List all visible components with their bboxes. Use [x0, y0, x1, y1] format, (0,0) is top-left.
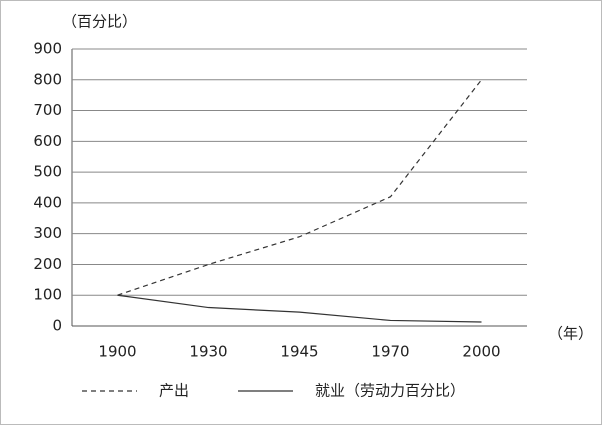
- y-tick-label: 300: [33, 224, 62, 242]
- y-tick-label: 700: [33, 101, 62, 119]
- legend-label: 就业（劳动力百分比）: [315, 382, 465, 400]
- y-tick-label: 200: [33, 255, 62, 273]
- y-tick-label: 600: [33, 132, 62, 150]
- y-tick-label: 500: [33, 163, 62, 181]
- y-tick-label: 400: [33, 193, 62, 211]
- y-tick-label: 900: [33, 40, 62, 58]
- x-axis-label: （年）: [548, 325, 593, 343]
- x-tick-label: 1970: [371, 343, 409, 361]
- y-tick-label: 0: [52, 317, 62, 335]
- x-tick-label: 2000: [462, 343, 500, 361]
- legend-label: 产出: [159, 382, 189, 400]
- series-line: [117, 79, 482, 296]
- x-tick-label: 1945: [280, 343, 318, 361]
- x-tick-label: 1930: [189, 343, 227, 361]
- y-tick-label: 800: [33, 70, 62, 88]
- y-tick-label: 100: [33, 286, 62, 304]
- x-tick-label: 1900: [98, 343, 136, 361]
- y-axis-label: （百分比）: [62, 13, 137, 31]
- series-line: [117, 294, 482, 323]
